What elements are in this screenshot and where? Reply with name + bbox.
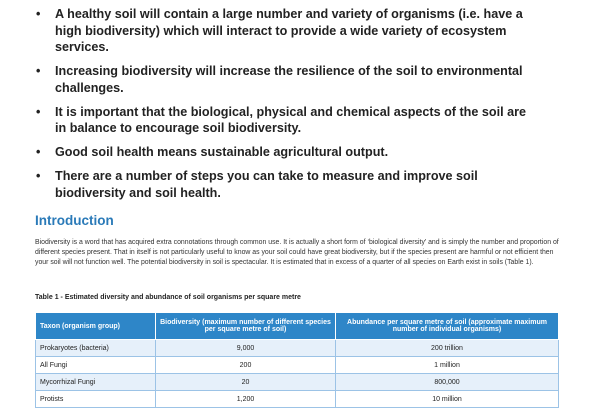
header-row: Taxon (organism group) Biodiversity (max…: [35, 312, 559, 340]
table: Taxon (organism group) Biodiversity (max…: [35, 312, 559, 408]
table-body: Prokaryotes (bacteria) 9,000 200 trillion A…: [35, 339, 559, 408]
table-cell: Prokaryotes (bacteria): [35, 339, 156, 357]
table-cell: Mycorrhizal Fungi: [35, 373, 156, 391]
table-row: Prokaryotes (bacteria) 9,000 200 trillion: [35, 339, 559, 357]
key-points: A healthy soil will contain a large numb…: [34, 6, 534, 209]
table-cell: 1,200: [155, 390, 336, 408]
table-row: All Fungi 200 1 million: [35, 356, 559, 374]
header-cell: Biodiversity (maximum number of differen…: [155, 312, 336, 340]
table-cell: 200 trillion: [335, 339, 559, 357]
table-row: Mycorrhizal Fungi 20 800,000: [35, 373, 559, 391]
table-cell: Protists: [35, 390, 156, 408]
bullet: Increasing biodiversity will increase th…: [34, 63, 534, 96]
header-cell: Abundance per square metre of soil (appr…: [335, 312, 559, 340]
table-caption: Table 1 - Estimated diversity and abunda…: [35, 294, 301, 301]
table-row: Protists 1,200 10 million: [35, 390, 559, 408]
table-cell: 800,000: [335, 373, 559, 391]
table-cell: All Fungi: [35, 356, 156, 374]
table-cell: 200: [155, 356, 336, 374]
section-heading: Introduction: [35, 213, 114, 228]
bullet: There are a number of steps you can take…: [34, 168, 534, 201]
table-cell: 10 million: [335, 390, 559, 408]
bullet: Good soil health means sustainable agric…: [34, 144, 534, 161]
table-cell: 9,000: [155, 339, 336, 357]
table-cell: 20: [155, 373, 336, 391]
bullet: A healthy soil will contain a large numb…: [34, 6, 534, 56]
bullet: It is important that the biological, phy…: [34, 104, 534, 137]
table-cell: 1 million: [335, 356, 559, 374]
header-cell: Taxon (organism group): [35, 312, 156, 340]
paragraph: Biodiversity is a word that has acquired…: [35, 239, 559, 266]
